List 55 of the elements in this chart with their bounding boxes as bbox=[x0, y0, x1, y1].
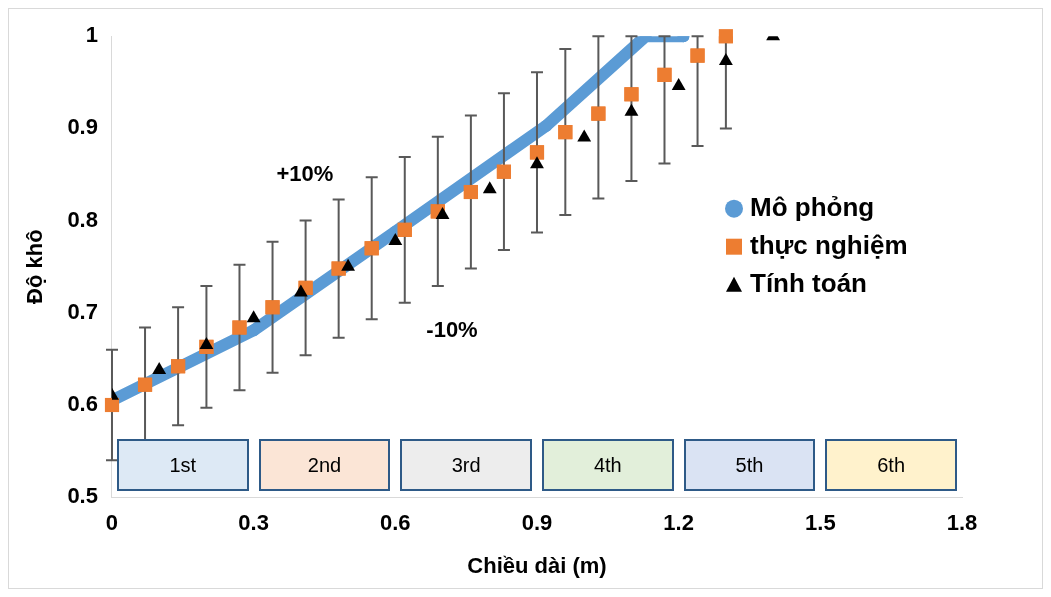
label-box: 4th bbox=[542, 439, 674, 492]
point bbox=[657, 67, 672, 82]
x-tick-label: 1.8 bbox=[946, 510, 978, 536]
point bbox=[293, 284, 308, 297]
y-tick-label: 0.8 bbox=[67, 206, 98, 232]
point bbox=[364, 241, 379, 256]
y-tick-label: 0.7 bbox=[67, 298, 98, 324]
point bbox=[718, 29, 733, 44]
label-box: 6th bbox=[825, 439, 957, 492]
x-tick-label: 0.9 bbox=[521, 510, 553, 536]
x-axis-title: Chiều dài (m) bbox=[467, 552, 607, 578]
label-box: 5th bbox=[683, 439, 816, 492]
point bbox=[388, 232, 403, 245]
point bbox=[718, 53, 733, 66]
point bbox=[331, 261, 346, 276]
point bbox=[558, 125, 573, 140]
point bbox=[435, 207, 450, 220]
point bbox=[137, 377, 153, 392]
point bbox=[624, 103, 639, 116]
point bbox=[246, 310, 261, 323]
point bbox=[482, 181, 497, 194]
point bbox=[591, 106, 606, 121]
x-tick-label: 0.3 bbox=[238, 510, 269, 536]
legend-label: Mô phỏng bbox=[750, 191, 875, 222]
legend-label: Tính toán bbox=[750, 267, 867, 298]
point bbox=[624, 87, 639, 102]
point bbox=[496, 164, 512, 179]
y-tick-label: 0.6 bbox=[67, 391, 98, 417]
point bbox=[152, 361, 167, 374]
legend-label: thực nghiệm bbox=[750, 229, 908, 260]
y-axis-title: Độ khô bbox=[22, 229, 48, 304]
label-box: 3rd bbox=[400, 439, 532, 492]
point bbox=[529, 145, 545, 160]
x-tick-label: 0.6 bbox=[380, 510, 411, 536]
x-tick-label: 1.2 bbox=[663, 510, 694, 536]
point bbox=[265, 300, 280, 315]
point bbox=[397, 222, 412, 237]
x-tick-label: 1.5 bbox=[805, 510, 836, 536]
point bbox=[690, 48, 705, 63]
label-box: 1st bbox=[116, 439, 249, 492]
point bbox=[530, 156, 544, 169]
annotation: -10% bbox=[426, 317, 478, 343]
annotation: +10% bbox=[276, 160, 334, 186]
point bbox=[199, 337, 214, 350]
y-tick-label: 0.9 bbox=[67, 114, 98, 140]
x-tick-label: 0 bbox=[105, 510, 119, 536]
y-tick-label: 1 bbox=[85, 22, 98, 48]
point bbox=[232, 320, 247, 335]
y-tick-label: 0.5 bbox=[67, 483, 98, 509]
point bbox=[671, 77, 686, 90]
label-box: 2nd bbox=[258, 439, 391, 492]
point bbox=[577, 129, 592, 142]
point bbox=[171, 359, 186, 374]
point bbox=[341, 258, 356, 271]
point bbox=[463, 184, 478, 200]
